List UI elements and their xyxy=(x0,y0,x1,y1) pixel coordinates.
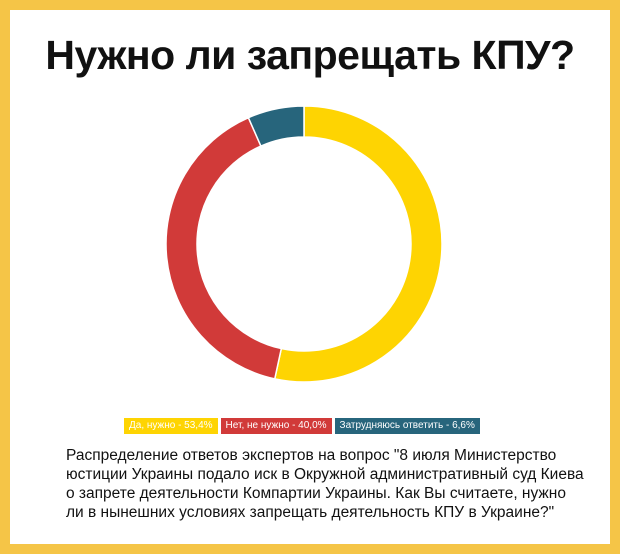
chart-caption: Распределение ответов экспертов на вопро… xyxy=(66,446,586,522)
caption-line: Распределение ответов экспертов на вопро… xyxy=(66,447,557,464)
donut-slice-yes xyxy=(273,106,442,382)
legend-item-yes: Да, нужно - 53,4% xyxy=(124,418,218,434)
caption-line: о запрете деятельности Компартии Украины… xyxy=(66,485,566,502)
caption-line: юстиции Украины подало иск в Окружной ад… xyxy=(66,466,584,483)
chart-legend: Да, нужно - 53,4% Нет, не нужно - 40,0% … xyxy=(124,418,480,434)
donut-chart xyxy=(166,106,442,382)
donut-slice-undecided xyxy=(247,106,305,148)
chart-title: Нужно ли запрещать КПУ? xyxy=(45,32,575,78)
legend-item-no: Нет, не нужно - 40,0% xyxy=(220,418,332,434)
donut-slice-no xyxy=(166,116,283,380)
legend-item-undecided: Затрудняюсь ответить - 6,6% xyxy=(334,418,480,434)
caption-line: ли в нынешних условиях запрещать деятель… xyxy=(66,504,555,521)
